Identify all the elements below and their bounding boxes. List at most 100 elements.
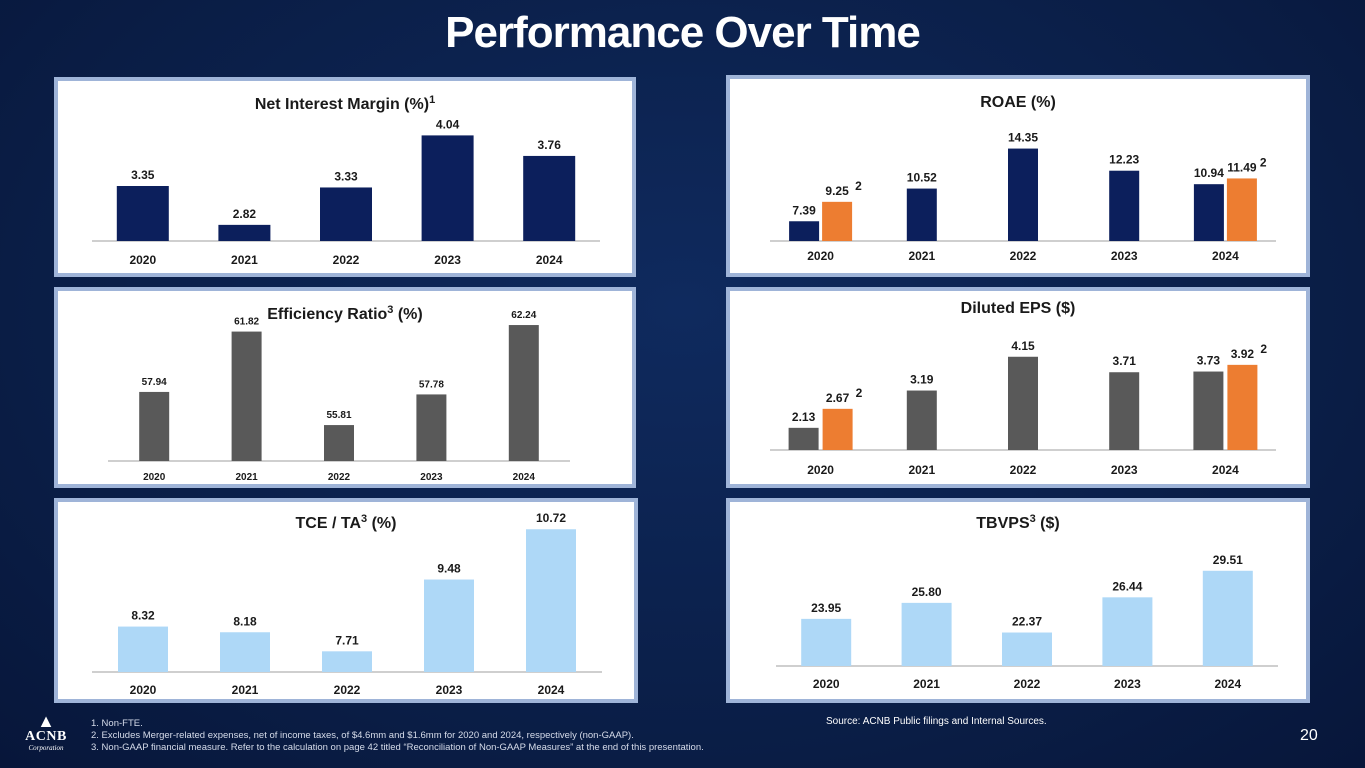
tce-category-label: 2022: [334, 683, 361, 697]
page-number: 20: [1300, 727, 1318, 744]
tce-bar: [220, 632, 270, 672]
panel-diluted-eps: Diluted EPS ($) 2020 2.13 2.67 2 2021 3.19 2022…: [726, 287, 1310, 488]
roae-category-label: 2024: [1212, 249, 1239, 263]
roae-bar: [1008, 148, 1038, 241]
net-interest-margin-chart: Net Interest Margin (%)1 2020 3.35 2021 2.82…: [92, 94, 600, 267]
tce-data-label: 7.71: [335, 633, 359, 647]
tce-data-label: 10.72: [536, 511, 566, 525]
slide-title: Performance Over Time: [445, 8, 921, 57]
eps-note-marker: 2: [1260, 342, 1267, 356]
eps-data-label: 3.19: [910, 373, 934, 387]
roae-bar: [906, 188, 937, 241]
footnote-3: 3. Non-GAAP financial measure. Refer to …: [91, 742, 704, 753]
roae-data-label: 9.25: [825, 184, 849, 198]
nim-category-label: 2022: [333, 253, 360, 267]
eps-data-label: 2.67: [826, 391, 850, 405]
eps-data-label: 2.13: [792, 410, 816, 424]
nim-bar: [116, 186, 169, 241]
tbvps-bar: [1202, 570, 1253, 666]
tbvps-chart: TBVPS3 ($) 2020 23.95 2021 25.80 2022 22.37 202…: [776, 513, 1278, 691]
eff-title-superscript: 3: [387, 304, 393, 316]
eps-data-label: 4.15: [1011, 339, 1035, 353]
eff-category-label: 2024: [513, 472, 536, 483]
eps-data-label: 3.73: [1197, 354, 1221, 368]
eps-bar: [822, 408, 853, 450]
roae-category-label: 2021: [908, 249, 935, 263]
roae-data-label: 7.39: [792, 203, 816, 217]
nim-bar: [523, 155, 576, 241]
eps-bar: [1008, 356, 1038, 450]
tce-category-label: 2024: [538, 683, 565, 697]
building-icon: ▲: [37, 711, 55, 731]
eps-bar: [906, 390, 937, 450]
tbvps-bar: [1002, 632, 1052, 666]
roae-bar: [1226, 178, 1257, 241]
roae-note-marker: 2: [1260, 155, 1267, 169]
roae-data-label: 10.52: [907, 171, 937, 185]
roae-chart: ROAE (%) 2020 7.39 9.25 2 2021 10.52 2022 14.35 2…: [770, 94, 1276, 263]
roae-note-marker: 2: [855, 179, 862, 193]
tbvps-title: TBVPS3 ($): [976, 513, 1059, 532]
tbvps-data-label: 23.95: [811, 601, 841, 615]
nim-title-superscript: 1: [429, 94, 435, 106]
tce-category-label: 2020: [130, 683, 157, 697]
nim-bar: [320, 187, 372, 241]
roae-bar: [822, 201, 853, 241]
tbvps-category-label: 2024: [1214, 677, 1241, 691]
nim-title: Net Interest Margin (%)1: [255, 94, 435, 113]
tce-data-label: 8.18: [233, 614, 257, 628]
nim-category-label: 2023: [434, 253, 461, 267]
tbvps-category-label: 2022: [1014, 677, 1041, 691]
eff-category-label: 2021: [235, 472, 258, 483]
eff-data-label: 62.24: [511, 310, 536, 321]
roae-data-label: 10.94: [1194, 166, 1224, 180]
eff-bar: [508, 325, 539, 461]
tbvps-data-label: 26.44: [1112, 579, 1142, 593]
eff-data-label: 57.94: [142, 377, 167, 388]
nim-data-label: 2.82: [233, 207, 257, 221]
tbvps-bar: [901, 602, 952, 666]
eps-category-label: 2020: [807, 463, 834, 477]
panel-tbvps: TBVPS3 ($) 2020 23.95 2021 25.80 2022 22.37 202…: [726, 498, 1310, 703]
eps-note-marker: 2: [856, 386, 863, 400]
eff-bar: [324, 425, 354, 461]
roae-category-label: 2020: [807, 249, 834, 263]
eps-bar: [788, 427, 819, 450]
eps-category-label: 2023: [1111, 463, 1138, 477]
footnotes: 1. Non-FTE. 2. Excludes Merger-related e…: [91, 718, 704, 754]
eps-category-label: 2024: [1212, 463, 1239, 477]
tbvps-category-label: 2021: [913, 677, 940, 691]
nim-data-label: 3.35: [131, 168, 155, 182]
panel-efficiency-ratio: Efficiency Ratio3 (%) 2020 57.94 2021 61.82 2…: [54, 287, 636, 488]
eff-category-label: 2023: [420, 472, 443, 483]
tbvps-data-label: 29.51: [1213, 553, 1243, 567]
tbvps-title-superscript: 3: [1030, 513, 1036, 525]
roae-bar: [1109, 170, 1140, 241]
eps-data-label: 3.92: [1231, 347, 1255, 361]
roae-bar: [789, 221, 820, 241]
eps-category-label: 2022: [1010, 463, 1037, 477]
tbvps-bar: [801, 618, 852, 666]
panel-net-interest-margin: Net Interest Margin (%)1 2020 3.35 2021 2.82…: [54, 77, 636, 277]
footnote-2: 2. Excludes Merger-related expenses, net…: [91, 730, 634, 741]
nim-bar: [218, 224, 271, 241]
nim-category-label: 2021: [231, 253, 258, 267]
eff-data-label: 61.82: [234, 317, 259, 328]
tce-data-label: 8.32: [131, 609, 155, 623]
tce-title: TCE / TA3 (%): [296, 513, 397, 532]
source-note: Source: ACNB Public filings and Internal…: [826, 716, 1047, 727]
tce-category-label: 2023: [436, 683, 463, 697]
panel-tce-ta: TCE / TA3 (%) 2020 8.32 2021 8.18 2022 7.71 202…: [54, 498, 638, 703]
eff-bar: [416, 394, 447, 461]
eps-bar: [1109, 372, 1140, 450]
eff-title: Efficiency Ratio3 (%): [267, 304, 422, 323]
logo-name: ACNB: [25, 729, 67, 744]
tbvps-bar: [1102, 597, 1153, 666]
eps-title: Diluted EPS ($): [961, 300, 1076, 317]
roae-data-label: 11.49: [1227, 160, 1257, 174]
efficiency-ratio-chart: Efficiency Ratio3 (%) 2020 57.94 2021 61.82 2…: [108, 304, 570, 483]
roae-category-label: 2023: [1111, 249, 1138, 263]
footnote-1: 1. Non-FTE.: [91, 718, 143, 729]
tce-data-label: 9.48: [437, 562, 461, 576]
tbvps-data-label: 25.80: [912, 585, 942, 599]
